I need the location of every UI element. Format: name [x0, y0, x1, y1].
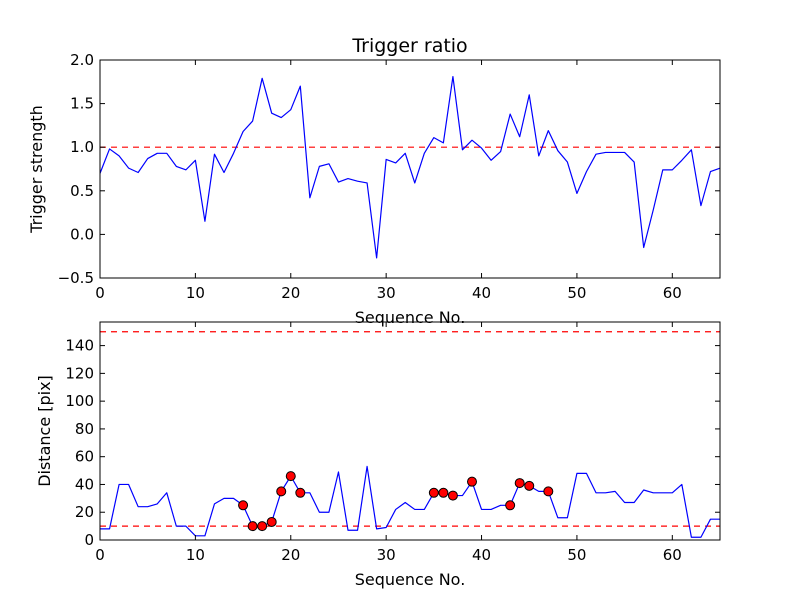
top-y-tick-label: 0.5: [70, 182, 94, 200]
bottom-threshold-lines: [100, 331, 720, 527]
top-y-tick-label: 1.0: [70, 138, 94, 156]
bottom-y-tick-label: 120: [65, 364, 94, 382]
bottom-marker-point: [238, 500, 249, 511]
top-x-tick-label: 0: [95, 284, 105, 302]
bottom-plot-frame: [99, 321, 721, 541]
top-x-tick-label: 30: [377, 284, 396, 302]
bottom-y-tick-label: 80: [75, 420, 94, 438]
bottom-marker-point: [467, 476, 477, 487]
bottom-y-axis-label: Distance [pix]: [35, 375, 54, 487]
bottom-x-axis-label: Sequence No.: [355, 570, 466, 589]
bottom-series-line: [100, 465, 720, 538]
bottom-y-ticks: 0 20 40 60 80 100 120 140: [65, 337, 720, 549]
bottom-marker-point: [285, 471, 296, 482]
top-y-tick-label: −0.5: [58, 269, 94, 287]
bottom-marker-point: [266, 516, 277, 527]
bottom-x-tick-label: 50: [567, 546, 586, 564]
bottom-marker-point: [524, 480, 535, 491]
bottom-marker-point: [257, 521, 268, 532]
top-x-tick-label: 60: [663, 284, 682, 302]
top-y-tick-label: 2.0: [70, 51, 94, 69]
bottom-y-tick-label: 100: [65, 392, 94, 410]
top-chart-title: Trigger ratio: [351, 35, 467, 57]
bottom-markers: [238, 471, 554, 532]
bottom-marker-point: [428, 487, 439, 498]
bottom-marker-point: [505, 500, 516, 511]
bottom-series-line-0: [100, 465, 720, 538]
bottom-y-tick-label: 20: [75, 503, 94, 521]
trigger-ratio-chart: Trigger ratio 0 10 20 30 40 50 60 −0.5 0.0 0.5 1.…: [27, 35, 721, 327]
top-series-line: [99, 75, 721, 259]
distance-chart: 0 10 20 30 40 50 60 0 20 40 60 80 100 120 140 Sequenc…: [35, 321, 721, 589]
bottom-x-tick-label: 30: [377, 546, 396, 564]
top-y-ticks: −0.5 0.0 0.5 1.0 1.5 2.0: [58, 51, 720, 287]
bottom-y-tick-label: 140: [65, 337, 94, 355]
bottom-marker-point: [447, 490, 458, 501]
bottom-marker-point: [543, 486, 554, 497]
bottom-x-tick-label: 40: [472, 546, 491, 564]
bottom-marker-point: [438, 487, 449, 498]
top-x-tick-label: 40: [472, 284, 491, 302]
top-x-tick-label: 50: [567, 284, 586, 302]
bottom-x-tick-label: 0: [95, 546, 105, 564]
top-series-line-0: [99, 75, 721, 259]
top-y-tick-label: 0.0: [70, 225, 94, 243]
top-y-axis-label: Trigger strength: [27, 105, 46, 234]
bottom-marker-point: [295, 487, 306, 498]
top-x-axis-label: Sequence No.: [355, 308, 466, 327]
top-x-ticks: 0 10 20 30 40 50 60: [95, 60, 682, 302]
top-x-tick-label: 10: [186, 284, 205, 302]
bottom-marker-point: [276, 486, 287, 497]
bottom-y-tick-label: 40: [75, 475, 94, 493]
bottom-x-tick-label: 60: [663, 546, 682, 564]
bottom-marker-point: [247, 521, 258, 532]
bottom-x-ticks: 0 10 20 30 40 50 60: [95, 322, 682, 564]
top-y-tick-label: 1.5: [70, 95, 94, 113]
bottom-x-tick-label: 20: [281, 546, 300, 564]
bottom-y-tick-label: 0: [84, 531, 94, 549]
top-x-tick-label: 20: [281, 284, 300, 302]
top-plot-frame: [99, 59, 721, 279]
bottom-marker-point: [514, 478, 525, 489]
bottom-x-tick-label: 10: [186, 546, 205, 564]
bottom-y-tick-label: 60: [75, 448, 94, 466]
